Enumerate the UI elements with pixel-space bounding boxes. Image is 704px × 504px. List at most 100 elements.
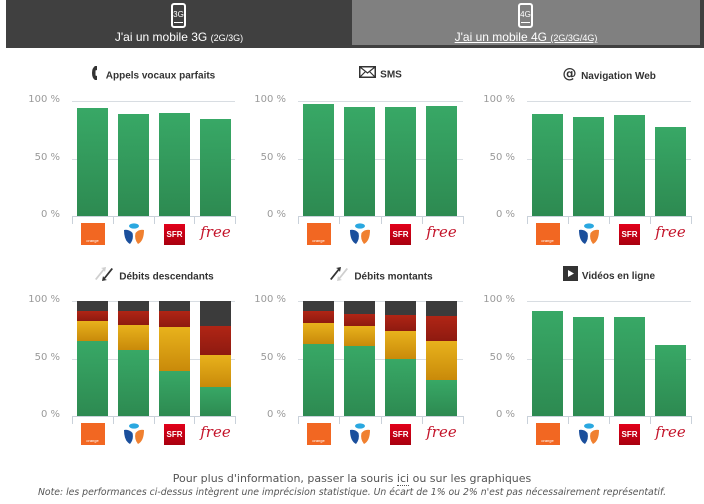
phone-4g-icon-label: 4G [520,10,531,19]
sfr-logo: SFR [619,224,640,245]
bar-segment-dark [303,301,334,312]
chart-title-text: Appels vocaux parfaits [105,70,216,82]
bar-free[interactable] [655,344,686,416]
bar-bouygues[interactable] [573,317,604,416]
envelope-icon [359,66,377,84]
gridline [298,359,463,360]
x-axis-tick [72,416,73,424]
bar-orange[interactable] [532,311,563,416]
y-tick-label: 100 % [483,94,515,105]
bar-segment-yellow [344,326,375,346]
bar-sfr[interactable] [614,317,645,416]
orange-logo: orange [80,223,105,245]
chart-title-text: Débits descendants [119,271,214,283]
chart-title: Débits descendants [62,266,245,288]
orange-logo: orange [306,223,331,245]
bar-sfr[interactable] [385,106,416,216]
bar-sfr[interactable] [614,114,645,216]
bar-sfr[interactable] [385,301,416,416]
bar-segment-dark [77,301,108,312]
orange-logo-text: orange [312,438,325,443]
info-hint: Pour plus d'information, passer la souri… [0,472,704,486]
svg-text:@: @ [563,66,577,81]
chart-title: SMS [288,66,473,84]
bar-bouygues[interactable] [344,301,375,416]
tab-3g-sub-label: (2G/3G) [210,33,244,43]
bar-segment-yellow [385,330,416,359]
statistical-note: Note: les performances ci-dessus intègre… [37,487,667,498]
bar-orange[interactable] [532,113,563,216]
x-axis-tick [691,416,692,424]
bar-free[interactable] [426,301,457,416]
bar-sfr[interactable] [159,112,190,216]
orange-logo-text: orange [541,238,554,243]
x-axis-tick [691,216,692,224]
bar-bouygues[interactable] [573,117,604,216]
x-axis-tick [339,416,341,424]
bar-free[interactable] [426,105,457,216]
x-axis-tick [112,216,114,224]
tab-mobile-3g-label: J'ai un mobile 3G (2G/3G) [6,30,352,45]
tab-mobile-4g[interactable]: 4G J'ai un mobile 4G (2G/3G/4G) [352,0,704,48]
gridline [72,301,235,302]
bar-bouygues[interactable] [118,113,149,216]
bar-segment-yellow [426,341,457,381]
bar-orange[interactable] [303,301,334,416]
bar-free[interactable] [200,301,231,416]
x-axis-tick [298,216,299,224]
bar-segment-green [303,343,334,416]
y-tick-label: 0 % [40,409,60,420]
bouygues-logo [122,422,146,444]
bar-bouygues[interactable] [344,106,375,216]
y-tick-label: 0 % [495,409,515,420]
y-tick-label: 100 % [483,294,515,305]
tab-3g-main-label: J'ai un mobile 3G [114,30,208,44]
bar-segment-green [426,380,457,416]
chart-title-text: Navigation Web [581,71,656,83]
y-tick-label: 50 % [34,351,60,363]
chart-title: Vidéos en ligne [517,266,701,287]
bar-bouygues[interactable] [118,301,149,416]
bar-segment-green [344,345,375,416]
play-icon [562,266,578,287]
x-axis-tick [463,216,464,224]
bar-segment-dark [344,301,375,314]
info-hint-text-before: Pour plus d'information, passer la souri… [172,472,397,485]
tab-mobile-3g[interactable]: 3G J'ai un mobile 3G (2G/3G) [6,0,352,48]
x-axis-tick [650,216,651,224]
bar-free[interactable] [200,119,231,216]
bar-orange[interactable] [303,104,334,216]
phone-3g-icon: 3G [171,3,186,28]
upload-arrows-icon [328,266,350,288]
gridline [72,159,235,160]
gridline [527,359,691,360]
chart-title: Appels vocaux parfaits [62,66,245,86]
y-tick-label: 50 % [260,151,286,163]
sfr-logo: SFR [619,424,640,445]
bar-sfr[interactable] [159,301,190,416]
gridline [72,101,235,102]
bar-segment-dark [426,301,457,316]
y-tick-label: 0 % [266,209,286,220]
bar-segment-red [385,314,416,331]
bouygues-logo [577,422,601,444]
bar-segment-red [344,313,375,327]
chart-title-text: Débits montants [354,271,433,283]
chart-title-text: Vidéos en ligne [581,271,656,283]
bar-free[interactable] [655,127,686,216]
gridline [72,359,235,360]
gridline [527,101,691,102]
bar-segment-yellow [200,355,231,388]
x-axis-tick [421,416,423,424]
free-logo: free [655,223,686,241]
bar-segment-yellow [118,325,149,351]
gridline [527,301,691,302]
x-axis-tick [568,216,569,224]
free-logo: free [200,423,231,441]
bar-segment-dark [118,301,149,312]
tab-mobile-4g-label: J'ai un mobile 4G (2G/3G/4G) [352,30,700,45]
bar-orange[interactable] [77,107,108,216]
free-logo: free [200,223,231,241]
bar-orange[interactable] [77,301,108,416]
info-link[interactable]: ici [396,472,410,486]
